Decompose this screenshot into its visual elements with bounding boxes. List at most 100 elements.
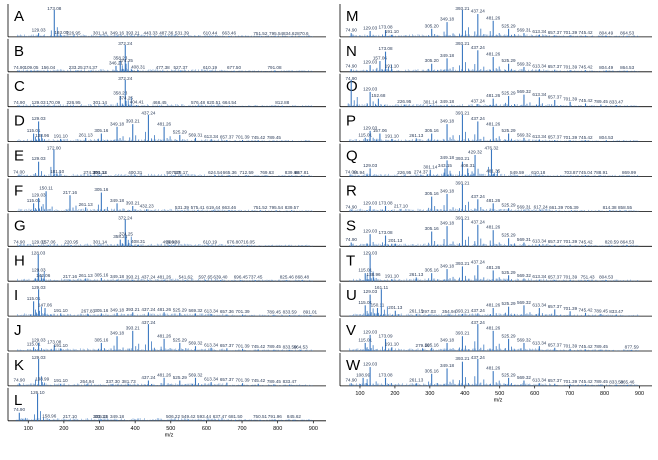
panel-s-peak-label: 481.26	[486, 225, 500, 230]
panel-j-peak-label: 657.37	[220, 343, 234, 348]
panel-l-peak-label: 305.16	[94, 414, 108, 419]
panel-k-peak-label: 613.34	[204, 377, 218, 382]
panel-l-peak-label: 791.96	[268, 414, 282, 419]
panel-g-peak-label: 506.89	[166, 240, 180, 245]
panel-f-peak-label: 217.16	[63, 190, 77, 195]
panel-p-peak-label: 115.01	[358, 132, 372, 137]
panel-l-peak-label: 593.44	[197, 414, 211, 419]
panel-j-peak-label: 115.01	[27, 342, 41, 347]
panel-b-peak-label: 477.38	[156, 65, 170, 70]
panel-r-peak-label: 74.90	[345, 204, 357, 209]
panel-o-peak-label: 226.95	[397, 99, 411, 104]
panel-q-peak-label: 703.87	[564, 170, 578, 175]
panel-e-letter: E	[14, 148, 24, 165]
panel-m-peak-label: 191.10	[385, 29, 399, 34]
panel-m-letter: M	[346, 8, 359, 25]
panel-g-peak-label: 301.14	[93, 240, 107, 245]
panel-r-peak-label: 129.03	[363, 201, 377, 206]
panel-a-peak-label: 129.03	[32, 28, 46, 33]
panel-l-peak-label: 301.13	[93, 414, 107, 419]
panel-a-peak-label: 795.54	[269, 31, 283, 36]
panel-e-peak-label: 400.31	[128, 170, 142, 175]
panel-l-peak-label: 549.42	[181, 414, 195, 419]
panel-i-peak-label: 115.01	[27, 296, 41, 301]
panel-r-peak-label: 217.10	[394, 204, 408, 209]
panel-a-peak-label: 834.62	[283, 31, 297, 36]
panel-n-peak-label: 481.26	[486, 52, 500, 57]
panel-j-peak-label: 789.45	[267, 344, 281, 349]
panel-i-peak-label: 393.21	[126, 307, 140, 312]
panel-c-peak-label: 358.23	[113, 90, 127, 95]
panel-p-peak-label: 349.18	[440, 119, 454, 124]
panel-s-peak-label: 745.42	[578, 239, 592, 244]
panel-h-peak-label: 696.45	[234, 275, 248, 280]
panel-f-peak-label: 115.01	[27, 198, 41, 203]
panel-o-peak-label: 301.14	[423, 100, 437, 105]
panel-r-peak-label: 481.26	[486, 198, 500, 203]
panel-h-peak-label: 349.18	[110, 274, 124, 279]
panel-h-peak-label: 639.40	[213, 275, 227, 280]
panel-i-peak-label: 891.01	[303, 310, 317, 315]
panel-q-peak-label: 788.91	[594, 170, 608, 175]
panel-d-peak-label: 349.18	[110, 121, 124, 126]
panel-n-peak-label: 191.10	[385, 64, 399, 69]
panel-k-peak-label: 129.03	[32, 355, 46, 360]
panel-p-peak-label: 261.13	[409, 133, 423, 138]
panel-e-peak-label: 74.00	[13, 169, 25, 174]
panel-q-peak-label: 343.15	[438, 163, 452, 168]
x-axis-tick-label: 100	[24, 426, 33, 432]
panel-j-peak-label: 191.10	[54, 343, 68, 348]
panel-h-peak-label: 305.16	[94, 272, 108, 277]
panel-g-peak-label: 358.23	[113, 234, 127, 239]
panel-p-peak-label: 613.34	[532, 134, 546, 139]
panel-c-peak-label: 468.45	[153, 100, 167, 105]
x-axis-tick-label: 200	[59, 426, 68, 432]
panel-e-peak-label: 839.69	[285, 170, 299, 175]
panel-f-peak-label: 305.16	[94, 187, 108, 192]
panel-e-peak-label: 129.03	[32, 156, 46, 161]
panel-m-peak-label: 74.90	[345, 28, 357, 33]
panel-i-peak-label: 305.16	[94, 308, 108, 313]
panel-d-peak-label: 481.26	[157, 121, 171, 126]
panel-b-peak-label: 677.50	[227, 65, 241, 70]
panel-g-peak-label: 374.25	[119, 231, 133, 236]
x-axis-tick-label: 900	[309, 426, 318, 432]
panel-a-letter: A	[14, 8, 24, 25]
panel-k-peak-label: 481.26	[157, 372, 171, 377]
panel-r-peak-label: 661.39	[549, 205, 563, 210]
panel-r-peak-label: 569.31	[517, 204, 531, 209]
panel-f-peak-label: 261.13	[79, 202, 93, 207]
panel-e-peak-label: 665.36	[223, 170, 237, 175]
panel-s-peak-label: 305.16	[425, 226, 439, 231]
panel-c-letter: C	[14, 78, 25, 95]
panel-s-peak-label: 173.08	[378, 230, 392, 235]
panel-a-peak-label: 663.46	[222, 31, 236, 36]
panel-q-peak-label: 610.18	[531, 170, 545, 175]
panel-s-peak-label: 820.59	[605, 240, 619, 245]
panel-j-peak-label: 393.21	[126, 325, 140, 330]
panel-o-peak-label: 569.32	[517, 89, 531, 94]
panel-d-peak-label: 701.39	[236, 134, 250, 139]
panel-n-peak-label: 129.03	[363, 60, 377, 65]
panel-k-peak-label: 525.29	[173, 375, 187, 380]
panel-g-peak-label: 676.80	[227, 240, 241, 245]
panel-j-peak-label: 349.18	[110, 331, 124, 336]
panel-m-peak-label: 173.08	[378, 25, 392, 30]
panel-f-peak-label: 393.21	[126, 201, 140, 206]
panel-f-peak-label: 432.23	[140, 204, 154, 209]
panel-s-peak-label: 349.18	[440, 221, 454, 226]
panel-m-peak-label: 701.39	[563, 30, 577, 35]
panel-l-peak-label: 158.96	[42, 414, 56, 419]
panel-p-peak-label: 481.26	[486, 121, 500, 126]
panel-n-peak-label: 437.24	[471, 45, 485, 50]
panel-h-peak-label: 868.48	[295, 275, 309, 280]
panel-r-peak-label: 393.21	[455, 181, 469, 186]
panel-p-peak-label: 129.03	[363, 125, 377, 130]
panel-q-peak-label: 129.03	[363, 163, 377, 168]
panel-e-peak-label: 172.00	[47, 146, 61, 151]
panel-a-peak-label: 226.95	[66, 30, 80, 35]
panel-f-peak-label: 150.11	[39, 186, 53, 191]
panel-f-peak-label: 663.46	[222, 205, 236, 210]
panel-n-peak-label: 525.29	[502, 58, 516, 63]
